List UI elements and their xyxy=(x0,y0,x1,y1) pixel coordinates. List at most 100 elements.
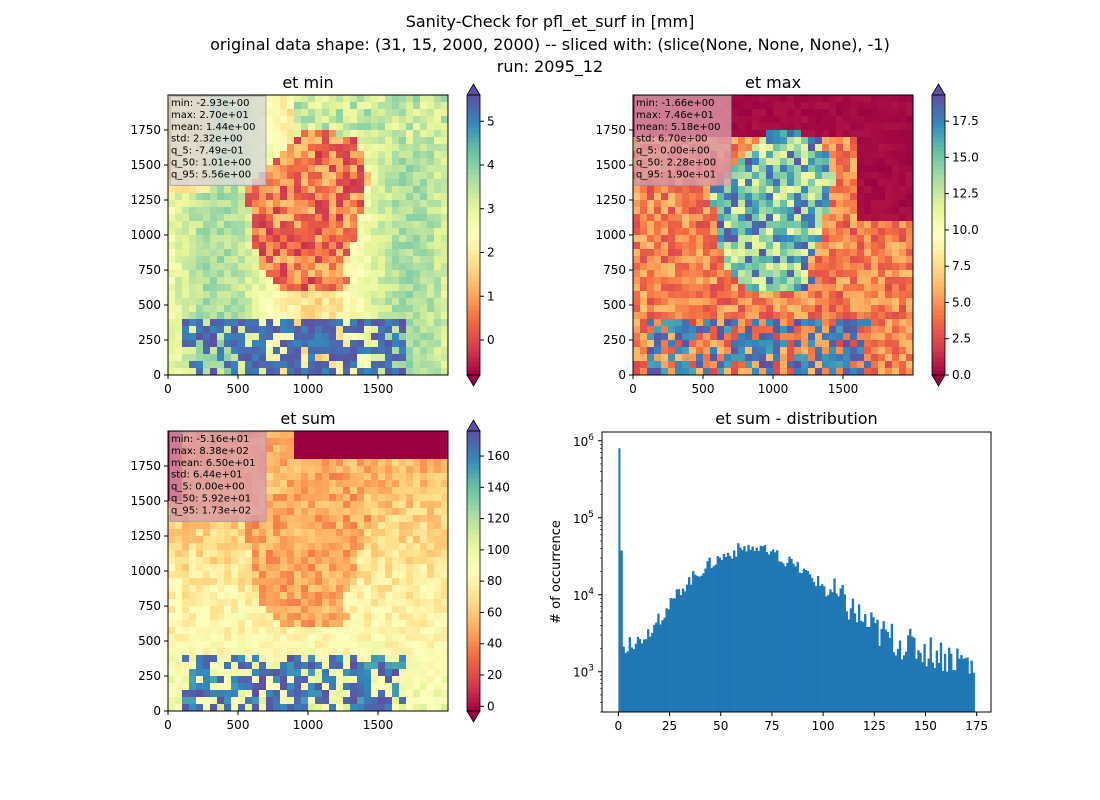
heatmap-cell xyxy=(273,578,281,586)
heatmap-cell xyxy=(738,242,746,250)
heatmap-cell xyxy=(357,165,365,173)
heatmap-cell xyxy=(738,228,746,236)
heatmap-cell xyxy=(315,487,323,495)
heatmap-cell xyxy=(168,200,176,208)
heatmap-cell xyxy=(308,102,316,110)
heatmap-cell xyxy=(252,270,260,278)
heatmap-cell xyxy=(231,207,239,215)
heatmap-cell xyxy=(878,130,886,138)
heatmap-cell xyxy=(434,571,442,579)
heatmap-cell xyxy=(864,347,872,355)
heatmap-cell xyxy=(175,235,183,243)
heatmap-cell xyxy=(308,179,316,187)
heatmap-cell xyxy=(266,431,274,439)
heatmap-cell xyxy=(392,284,400,292)
heatmap-cell xyxy=(301,263,309,271)
heatmap-cell xyxy=(315,186,323,194)
heatmap-cell xyxy=(287,697,295,705)
heatmap-cell xyxy=(633,249,641,257)
heatmap-cell xyxy=(210,522,218,530)
heatmap-cell xyxy=(850,347,858,355)
heatmap-cell xyxy=(906,123,914,131)
heatmap-cell xyxy=(322,249,330,257)
heatmap-cell xyxy=(794,277,802,285)
heatmap-cell xyxy=(822,277,830,285)
heatmap-cell xyxy=(682,193,690,201)
heatmap-cell xyxy=(794,249,802,257)
heatmap-cell xyxy=(906,144,914,152)
heatmap-cell xyxy=(815,172,823,180)
heatmap-cell xyxy=(364,452,372,460)
heatmap-cell xyxy=(801,361,809,369)
heatmap-cell xyxy=(252,578,260,586)
heatmap-cell xyxy=(273,340,281,348)
heatmap-cell xyxy=(343,305,351,313)
heatmap-cell xyxy=(350,599,358,607)
heatmap-cell xyxy=(357,368,365,376)
heatmap-cell xyxy=(773,284,781,292)
heatmap-cell xyxy=(829,207,837,215)
heatmap-cell xyxy=(196,361,204,369)
heatmap-cell xyxy=(301,340,309,348)
heatmap-cell xyxy=(210,361,218,369)
heatmap-cell xyxy=(633,228,641,236)
heatmap-cell xyxy=(794,172,802,180)
heatmap-cell xyxy=(273,123,281,131)
heatmap-cell xyxy=(675,221,683,229)
heatmap-cell xyxy=(273,501,281,509)
heatmap-cell xyxy=(294,347,302,355)
heatmap-cell xyxy=(392,648,400,656)
heatmap-cell xyxy=(378,347,386,355)
heatmap-cell xyxy=(301,571,309,579)
heatmap-cell xyxy=(259,319,267,327)
heatmap-cell xyxy=(196,571,204,579)
heatmap-cell xyxy=(829,319,837,327)
heatmap-cell xyxy=(245,606,253,614)
heatmap-cell xyxy=(336,459,344,467)
heatmap-cell xyxy=(434,95,442,103)
heatmap-cell xyxy=(343,620,351,628)
heatmap-cell xyxy=(434,263,442,271)
heatmap-cell xyxy=(413,641,421,649)
heatmap-cell xyxy=(871,186,879,194)
heatmap-cell xyxy=(885,249,893,257)
heatmap-cell xyxy=(357,214,365,222)
heatmap-cell xyxy=(182,340,190,348)
heatmap-cell xyxy=(350,557,358,565)
heatmap-cell xyxy=(689,193,697,201)
heatmap-cell xyxy=(878,172,886,180)
heatmap-cell xyxy=(224,578,232,586)
heatmap-cell xyxy=(780,221,788,229)
heatmap-cell xyxy=(364,172,372,180)
heatmap-cell xyxy=(217,235,225,243)
heatmap-cell xyxy=(885,340,893,348)
heatmap-cell xyxy=(280,550,288,558)
heatmap-cell xyxy=(308,599,316,607)
heatmap-cell xyxy=(654,361,662,369)
heatmap-cell xyxy=(343,186,351,194)
heatmap-cell xyxy=(647,284,655,292)
heatmap-cell xyxy=(724,228,732,236)
heatmap-cell xyxy=(752,207,760,215)
heatmap-cell xyxy=(287,179,295,187)
heatmap-cell xyxy=(231,655,239,663)
heatmap-cell xyxy=(189,578,197,586)
heatmap-cell xyxy=(427,347,435,355)
heatmap-cell xyxy=(413,221,421,229)
heatmap-cell xyxy=(794,263,802,271)
heatmap-cell xyxy=(273,200,281,208)
heatmap-cell xyxy=(245,270,253,278)
heatmap-cell xyxy=(427,179,435,187)
heatmap-cell xyxy=(399,158,407,166)
heatmap-cell xyxy=(357,529,365,537)
heatmap-cell xyxy=(189,529,197,537)
heatmap-cell xyxy=(217,571,225,579)
heatmap-cell xyxy=(836,305,844,313)
heatmap-cell xyxy=(420,557,428,565)
y-tick-label: 1500 xyxy=(130,158,161,172)
heatmap-cell xyxy=(273,557,281,565)
heatmap-cell xyxy=(731,340,739,348)
heatmap-cell xyxy=(829,235,837,243)
heatmap-cell xyxy=(899,109,907,117)
heatmap-cell xyxy=(266,109,274,117)
